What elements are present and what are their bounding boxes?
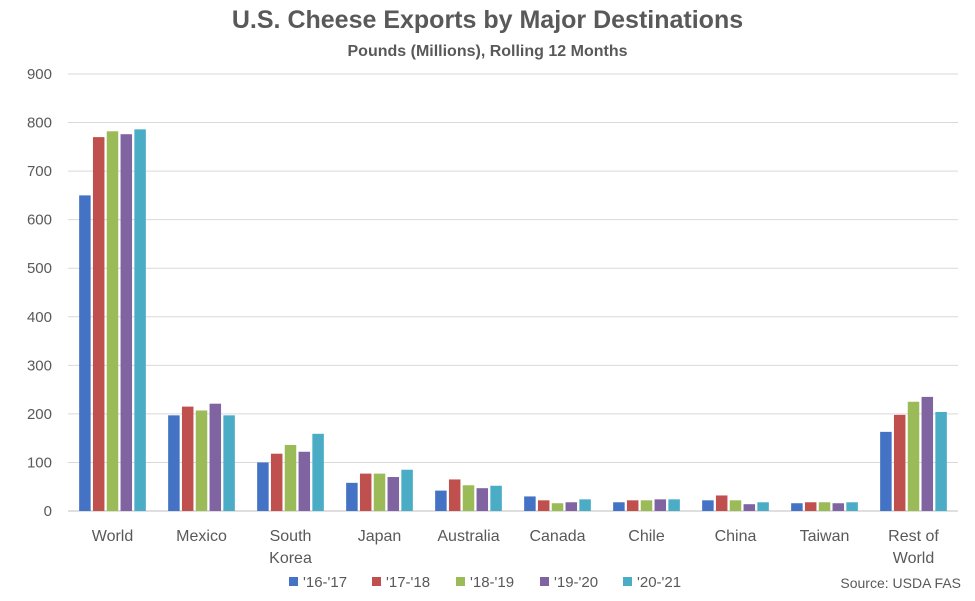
- bar: [613, 502, 625, 511]
- legend-label: '18-'19: [470, 574, 514, 591]
- legend-label: '17-'18: [386, 574, 430, 591]
- y-tick-label: 0: [44, 503, 52, 520]
- bar: [195, 410, 208, 511]
- bar: [832, 503, 845, 511]
- bar: [579, 499, 591, 511]
- bar: [270, 453, 283, 511]
- source-note: Source: USDA FAS: [840, 575, 961, 591]
- legend-swatch: [372, 577, 381, 586]
- y-tick-label: 200: [27, 406, 52, 423]
- bar: [654, 499, 667, 511]
- y-axis-ticks: 0 100 200 300 400 500 600 700 800 900: [27, 66, 52, 520]
- chart-title: U.S. Cheese Exports by Major Destination…: [231, 6, 744, 34]
- bar: [476, 488, 489, 511]
- bar: [209, 403, 222, 511]
- bar: [640, 500, 653, 511]
- chart-subtitle: Pounds (Millions), Rolling 12 Months: [347, 43, 628, 60]
- bar: [907, 401, 920, 511]
- legend-label: '20-'21: [637, 574, 681, 591]
- x-tick-label: Chile: [628, 528, 665, 545]
- y-tick-label: 500: [27, 260, 52, 277]
- y-tick-label: 400: [27, 309, 52, 326]
- bar: [791, 503, 803, 511]
- x-tick-label: South Korea: [269, 528, 312, 567]
- bar: [448, 479, 461, 511]
- bar: [551, 503, 564, 511]
- bar: [921, 396, 934, 511]
- bar: [626, 500, 639, 511]
- x-tick-label: Japan: [358, 528, 402, 545]
- legend-swatch: [540, 577, 549, 586]
- bar: [312, 433, 324, 511]
- x-tick-label: Canada: [529, 528, 585, 545]
- bar: [181, 406, 194, 511]
- bars: [79, 129, 947, 511]
- x-axis-ticks: World Mexico South Korea Japan Australia Canad…: [92, 528, 940, 567]
- y-tick-label: 900: [27, 66, 52, 83]
- x-tick-label: China: [715, 528, 757, 545]
- bar: [804, 502, 817, 511]
- bar: [387, 477, 400, 511]
- bar: [846, 502, 858, 511]
- legend-swatch: [289, 577, 298, 586]
- bar: [880, 431, 892, 511]
- bar: [401, 469, 413, 511]
- bar: [92, 137, 105, 511]
- legend-swatch: [456, 577, 465, 586]
- x-tick-label: Rest of World: [888, 528, 939, 567]
- bar: [120, 134, 133, 511]
- bar: [168, 415, 180, 511]
- bar: [373, 473, 386, 511]
- bar: [757, 502, 769, 511]
- bar: [702, 500, 714, 511]
- bar: [223, 415, 235, 511]
- legend-swatch: [623, 577, 632, 586]
- bar: [346, 482, 358, 511]
- bar: [715, 495, 728, 511]
- bar: [257, 462, 269, 511]
- bar: [537, 500, 550, 511]
- x-tick-label: Mexico: [176, 528, 227, 545]
- legend-label: '16-'17: [303, 574, 347, 591]
- bar: [565, 502, 578, 511]
- legend-label: '19-'20: [554, 574, 598, 591]
- bar: [668, 499, 680, 511]
- y-tick-label: 300: [27, 357, 52, 374]
- y-tick-label: 800: [27, 115, 52, 132]
- bar: [298, 451, 311, 511]
- y-tick-label: 100: [27, 454, 52, 471]
- bar: [359, 473, 372, 511]
- bar: [524, 496, 536, 511]
- y-tick-label: 700: [27, 163, 52, 180]
- x-tick-label: World: [92, 528, 134, 545]
- bar: [435, 490, 447, 511]
- y-tick-label: 600: [27, 212, 52, 229]
- bar: [743, 504, 756, 511]
- bar: [284, 444, 297, 511]
- bar: [729, 500, 742, 511]
- bar: [106, 131, 119, 511]
- bar: [935, 411, 947, 511]
- x-tick-label: Australia: [437, 528, 499, 545]
- bar: [490, 485, 502, 511]
- bar: [818, 502, 831, 511]
- bar: [893, 414, 906, 511]
- bar: [134, 129, 146, 511]
- bar: [462, 485, 475, 511]
- legend: '16-'17 '17-'18 '18-'19 '19-'20 '20-'21: [289, 574, 681, 591]
- x-tick-label: Taiwan: [800, 528, 850, 545]
- bar: [79, 195, 91, 511]
